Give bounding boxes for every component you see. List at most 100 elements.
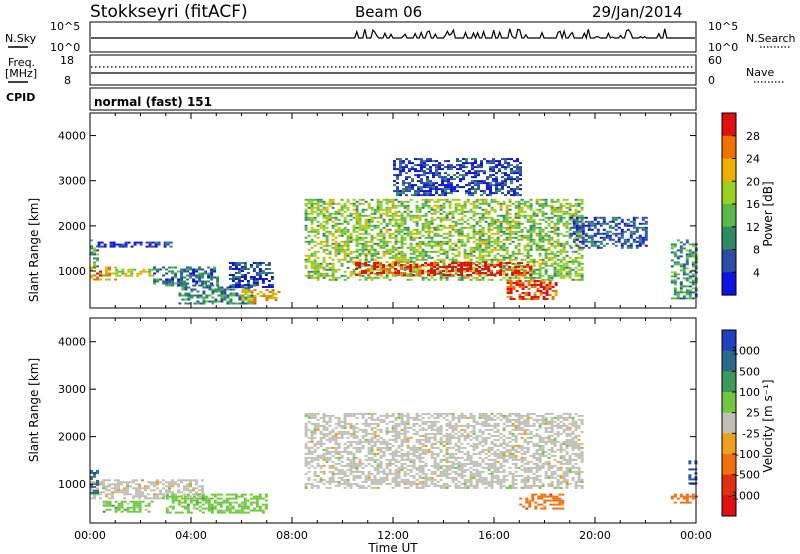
vel-cell-r3 [358,464,362,467]
power-cell-r12 [670,265,674,268]
power-cell-r13 [507,190,510,193]
power-cell-r8 [346,220,350,223]
power-cell-r9 [433,270,437,272]
vel-cell-r0 [198,495,201,498]
power-cell-r2 [115,243,119,246]
power-cell-r10 [539,280,543,282]
power-cell-r8 [493,200,497,203]
power-cell-r8 [331,220,335,223]
power-cell-r8 [415,254,419,257]
power-cell-r5 [178,302,182,305]
vel-cell-r1 [210,511,214,514]
power-cell-r8 [532,220,536,223]
power-cell-r8 [574,198,578,201]
power-cell-r8 [409,230,413,233]
power-cell-r8 [397,214,401,217]
power-cell-r8 [322,220,326,223]
power-cell-r12 [691,273,695,276]
power-cell-r8 [508,232,512,235]
power-cell-r8 [460,212,464,215]
power-cell-r4 [198,274,202,277]
power-cell-r3 [115,270,119,273]
power-cell-r8 [538,246,542,249]
power-cell-r8 [349,214,353,217]
power-cell-r8 [394,256,398,259]
power-cell-r8 [376,200,380,203]
power-cell-r8 [526,252,530,255]
power-cell-r8 [565,254,569,257]
vel-cell-r3 [376,446,380,449]
vel-cell-r2 [120,502,124,505]
power-cell-r4 [180,270,184,273]
vel-cell-r3 [325,452,329,455]
vel-cell-r2 [117,508,121,511]
power-cell-r8 [577,202,581,205]
power-cell-r8 [553,260,557,263]
power-cell-r5 [199,302,203,305]
vel-cell-r3 [304,428,308,431]
power-cell-r7 [231,264,235,266]
power-cell-r10 [509,292,513,294]
power-cell-r7 [255,262,259,264]
power-cell-r13 [501,186,504,189]
power-cell-r11 [644,222,648,225]
vel-cell-r3 [370,428,374,431]
power-cell-r13 [411,188,414,191]
power-cell-r5 [235,302,239,305]
power-cell-r0 [93,274,96,277]
power-cell-r9 [463,268,467,270]
power-cell-r13 [414,194,417,197]
power-cell-r13 [510,190,513,193]
power-cell-r8 [520,234,524,237]
power-cell-r8 [358,218,362,221]
vel-cell-r3 [364,480,368,483]
power-cell-r8 [340,240,344,243]
power-cell-r8 [532,210,536,213]
power-cell-r8 [310,200,314,203]
vel-cell-r3 [310,482,314,485]
power-cell-r7 [243,268,247,270]
power-cell-r11 [635,236,639,239]
vel-cell-r2 [135,500,139,503]
power-cell-r12 [691,269,695,272]
power-cell-r8 [490,258,494,261]
power-cell-r13 [423,166,426,169]
power-cell-r0 [105,272,108,275]
power-cell-r9 [466,270,470,272]
power-cell-r8 [445,218,449,221]
vel-cell-r3 [340,464,344,467]
vel-cell-r1 [186,511,190,514]
power-cell-r0 [99,278,102,281]
power-cell-r11 [593,240,597,243]
power-cell-r9 [460,268,464,270]
power-cell-r6 [271,297,275,299]
power-cell-r8 [439,274,443,277]
vel-cell-r0 [117,485,120,488]
vel-cell-r3 [334,452,338,455]
power-cell-r8 [487,238,491,241]
power-cell-r8 [436,210,440,213]
power-cell-r8 [346,254,350,257]
vel-cell-r2 [108,508,112,511]
power-cell-r8 [454,258,458,261]
power-cell-r8 [577,198,581,201]
vel-cell-r0 [105,487,108,490]
power-cell-r8 [535,222,539,225]
power-cell-r8 [487,262,491,265]
power-cell-r8 [415,272,419,275]
power-cell-r8 [319,208,323,211]
power-cell-r2 [166,243,170,246]
power-cell-r11 [590,236,594,239]
vel-cell-r1 [207,507,211,510]
power-cell-r8 [508,222,512,225]
power-cell-r6 [265,295,269,297]
power-cell-r9 [475,270,479,272]
vel-cell-r3 [367,462,371,465]
power-cell-r4 [186,266,190,269]
power-cell-r11 [602,238,606,241]
power-cell-r7 [234,276,238,278]
power-cell-r9 [421,272,425,274]
power-cell-r2 [121,243,125,246]
power-cell-r0 [105,270,108,273]
power-colorbar-segment [722,249,736,273]
